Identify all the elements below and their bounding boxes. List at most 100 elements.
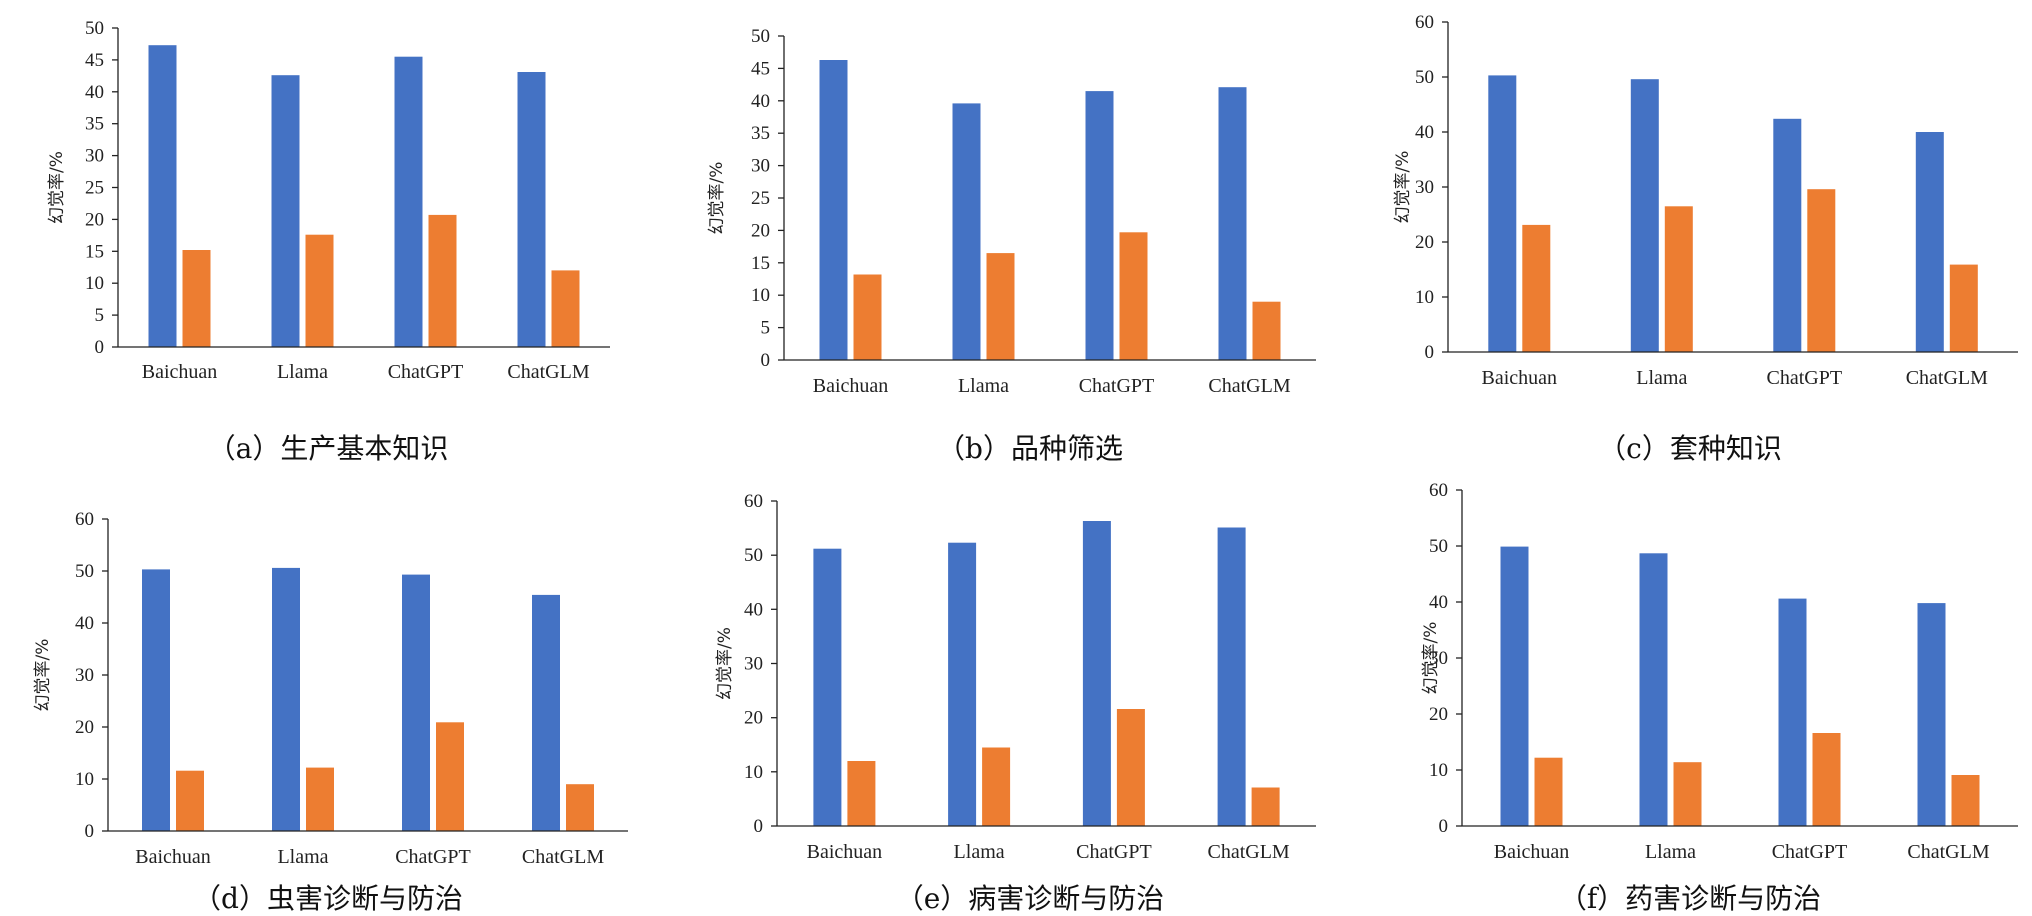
y-axis-label: 幻觉率/% [47,151,67,224]
x-tick-label: ChatGLM [522,846,604,868]
y-tick-label: 20 [85,209,104,230]
x-tick-label: ChatGLM [507,361,589,383]
y-tick-label: 20 [1415,232,1434,253]
bar-6-llama-s2 [1673,762,1702,826]
x-tick-label: Baichuan [1494,841,1570,863]
bar-2-baichuan-s1 [819,60,848,360]
y-tick-label: 35 [751,123,770,144]
y-tick-label: 50 [744,545,763,566]
y-tick-label: 30 [85,146,104,167]
bar-3-chatglm-s2 [1949,264,1978,352]
chart-caption: （a）生产基本知识 [208,432,449,465]
y-tick-label: 30 [75,665,94,686]
y-tick-label: 60 [1429,480,1448,501]
y-tick-label: 0 [1439,816,1449,837]
y-tick-label: 40 [1429,592,1448,613]
bar-1-llama-s2 [305,234,334,347]
y-tick-label: 40 [751,91,770,112]
chart-caption: （f）药害诊断与防治 [1559,882,1821,915]
bar-3-llama-s2 [1664,206,1693,353]
bar-6-chatgpt-s1 [1778,598,1807,826]
bar-3-llama-s1 [1630,79,1659,352]
y-tick-label: 60 [1415,12,1434,33]
y-tick-label: 30 [744,654,763,675]
y-tick-label: 50 [1415,67,1434,88]
y-tick-label: 10 [751,285,770,306]
x-tick-label: Llama [1645,841,1696,863]
y-axis-label: 幻觉率/% [1393,151,1413,224]
y-tick-label: 30 [751,156,770,177]
x-tick-label: ChatGPT [395,846,471,868]
y-tick-label: 40 [85,82,104,103]
chart-caption: （b）品种筛选 [937,432,1123,465]
y-tick-label: 25 [751,188,770,209]
x-tick-label: Llama [277,361,328,383]
y-tick-label: 10 [85,273,104,294]
y-axis-label: 幻觉率/% [1421,622,1441,695]
y-tick-label: 50 [1429,536,1448,557]
x-tick-label: ChatGPT [1767,367,1843,389]
bar-1-chatglm-s2 [551,270,580,347]
bar-4-baichuan-s2 [176,770,204,831]
x-tick-label: Baichuan [1482,367,1558,389]
chart-caption: （e）病害诊断与防治 [896,882,1165,915]
x-tick-label: ChatGPT [1079,375,1155,397]
y-tick-label: 0 [761,350,771,371]
bar-5-baichuan-s2 [847,761,876,826]
bar-3-chatgpt-s2 [1807,189,1836,352]
x-tick-label: ChatGLM [1906,367,1988,389]
y-tick-label: 30 [1415,177,1434,198]
bar-5-baichuan-s1 [813,548,842,826]
y-axis-label: 幻觉率/% [707,162,727,235]
bar-2-chatglm-s1 [1218,87,1247,360]
bar-3-chatgpt-s1 [1773,118,1802,352]
y-tick-label: 10 [744,762,763,783]
bar-6-chatgpt-s2 [1812,733,1841,826]
x-tick-label: Baichuan [807,841,883,863]
y-tick-label: 5 [761,318,771,339]
y-tick-label: 15 [751,253,770,274]
bar-6-llama-s1 [1639,553,1668,826]
y-tick-label: 50 [85,18,104,39]
y-tick-label: 40 [75,613,94,634]
bar-4-llama-s1 [272,567,300,831]
y-tick-label: 20 [75,717,94,738]
bar-3-baichuan-s2 [1522,224,1551,352]
bar-6-chatglm-s2 [1951,775,1980,826]
y-tick-label: 35 [85,114,104,135]
bar-1-baichuan-s2 [182,250,211,347]
x-tick-label: ChatGPT [1076,841,1152,863]
bar-4-chatglm-s1 [532,594,560,831]
chart-caption: （d）虫害诊断与防治 [193,882,463,915]
x-tick-label: ChatGLM [1907,841,1989,863]
bar-2-chatgpt-s1 [1085,91,1114,360]
bar-5-chatgpt-s1 [1082,521,1111,826]
x-tick-label: Baichuan [135,846,211,868]
bar-2-baichuan-s2 [853,274,882,360]
bar-1-chatgpt-s1 [394,56,423,347]
x-tick-label: Llama [954,841,1005,863]
bar-5-chatglm-s2 [1251,787,1280,826]
bar-4-chatgpt-s2 [436,722,464,831]
x-tick-label: Llama [958,375,1009,397]
bar-6-baichuan-s1 [1500,546,1529,826]
bar-5-llama-s1 [948,542,977,826]
x-tick-label: ChatGPT [1772,841,1848,863]
y-axis-label: 幻觉率/% [33,639,53,712]
y-tick-label: 40 [1415,122,1434,143]
bar-5-chatgpt-s2 [1116,709,1145,826]
y-tick-label: 50 [751,26,770,47]
y-tick-label: 10 [1415,287,1434,308]
y-tick-label: 0 [95,337,105,358]
y-tick-label: 10 [75,769,94,790]
bar-6-baichuan-s2 [1534,757,1563,826]
x-tick-label: Llama [277,846,328,868]
bar-5-chatglm-s1 [1217,527,1246,826]
bar-2-chatgpt-s2 [1119,232,1148,360]
bar-5-llama-s2 [982,747,1011,826]
y-tick-label: 60 [75,509,94,530]
bar-1-chatgpt-s2 [428,214,457,347]
y-tick-label: 45 [85,50,104,71]
bar-1-chatglm-s1 [517,72,546,347]
